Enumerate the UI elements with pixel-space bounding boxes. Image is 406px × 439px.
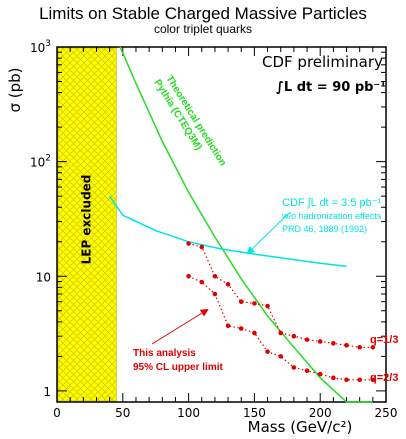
analysis-arrow <box>151 308 209 345</box>
axis-ticks: 0 50 100 150 200 250 1 10 102 103 <box>30 39 397 420</box>
series-point-2 <box>265 303 270 309</box>
chart-title: Limits on Stable Charged Massive Particl… <box>39 4 367 23</box>
cdf-preliminary-label: CDF preliminary <box>262 53 383 71</box>
cdf-old-label-line2: w/o hadronization effects <box>281 211 382 221</box>
plot-frame <box>56 46 387 403</box>
series-point-3 <box>238 326 244 331</box>
x-tick-label: 100 <box>177 406 200 420</box>
series-point-3 <box>252 330 257 336</box>
analysis-label-line1: This analysis <box>133 348 196 359</box>
series-point-3 <box>331 375 336 381</box>
series-point-3 <box>278 354 284 359</box>
series-point-2 <box>199 244 205 250</box>
series-layer <box>108 46 376 403</box>
series-point-2 <box>331 341 336 346</box>
series-point-3 <box>344 377 349 383</box>
series-point-2 <box>278 330 284 336</box>
y-tick-label: 10 <box>36 270 51 284</box>
y-tick-label: 102 <box>30 154 51 170</box>
series-point-2 <box>186 241 191 246</box>
series-point-2 <box>370 345 376 350</box>
series-point-3 <box>304 368 310 374</box>
lep-excluded-label: LEP excluded <box>80 175 94 265</box>
series-line-0 <box>119 46 373 403</box>
x-tick-label: 150 <box>243 406 266 420</box>
series-point-3 <box>317 371 323 377</box>
series-point-3 <box>357 377 362 383</box>
x-tick-label: 250 <box>375 406 398 420</box>
cdf-old-label-line1: CDF ∫L dt = 3.5 pb⁻¹ <box>282 197 382 209</box>
luminosity-label: ∫L dt = 90 pb⁻¹ <box>276 80 386 95</box>
series-point-3 <box>199 279 205 285</box>
q23-label: q=2/3 <box>370 372 398 384</box>
series-point-3 <box>265 349 270 354</box>
series-point-2 <box>225 282 231 287</box>
x-tick-label: 200 <box>309 406 332 420</box>
x-tick-label: 0 <box>53 406 61 420</box>
x-axis-label: Mass (GeV/c²) <box>248 418 353 436</box>
series-point-3 <box>225 323 231 329</box>
q13-label: q=1/3 <box>370 334 398 346</box>
series-point-2 <box>238 299 244 304</box>
series-line-1 <box>108 195 347 268</box>
series-point-2 <box>304 337 310 342</box>
y-tick-label: 1 <box>43 385 51 399</box>
series-point-3 <box>370 377 376 383</box>
cdf-old-label-line3: PRD 46, 1889 (1992) <box>282 224 367 234</box>
analysis-label-line2: 95% CL upper limit <box>133 362 224 373</box>
series-point-3 <box>291 365 297 370</box>
chart-subtitle: color triplet quarks <box>153 22 253 36</box>
series-point-2 <box>317 339 323 344</box>
series-point-2 <box>252 301 257 306</box>
series-point-2 <box>291 333 297 339</box>
cdf-old-arrow <box>246 211 291 255</box>
series-point-2 <box>344 342 349 348</box>
series-point-2 <box>212 273 218 279</box>
lep-excluded-region <box>57 47 117 402</box>
y-axis-label: σ (pb) <box>6 67 24 112</box>
series-point-3 <box>186 273 191 279</box>
series-point-3 <box>212 291 218 297</box>
series-point-2 <box>357 345 362 350</box>
y-tick-label: 103 <box>30 39 51 55</box>
x-tick-label: 50 <box>115 406 130 420</box>
theory-label-line1: Theoretical prediction <box>163 74 228 168</box>
